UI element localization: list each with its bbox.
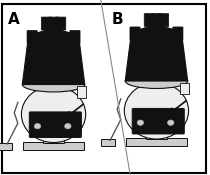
FancyBboxPatch shape bbox=[173, 27, 183, 40]
Polygon shape bbox=[125, 25, 188, 81]
FancyBboxPatch shape bbox=[2, 4, 206, 173]
FancyBboxPatch shape bbox=[159, 13, 169, 26]
FancyBboxPatch shape bbox=[27, 30, 37, 43]
FancyBboxPatch shape bbox=[144, 13, 154, 26]
FancyBboxPatch shape bbox=[77, 86, 86, 98]
Circle shape bbox=[168, 120, 174, 125]
FancyBboxPatch shape bbox=[29, 112, 81, 138]
FancyBboxPatch shape bbox=[130, 27, 140, 40]
Text: B: B bbox=[111, 12, 123, 27]
FancyBboxPatch shape bbox=[132, 108, 184, 134]
Ellipse shape bbox=[22, 77, 85, 92]
Ellipse shape bbox=[124, 82, 189, 139]
Ellipse shape bbox=[125, 74, 188, 88]
FancyBboxPatch shape bbox=[151, 13, 161, 25]
Ellipse shape bbox=[21, 86, 86, 142]
Text: A: A bbox=[8, 12, 20, 27]
Circle shape bbox=[137, 120, 144, 125]
FancyBboxPatch shape bbox=[126, 138, 187, 146]
FancyBboxPatch shape bbox=[49, 17, 59, 29]
FancyBboxPatch shape bbox=[41, 17, 51, 30]
Circle shape bbox=[34, 124, 41, 129]
FancyBboxPatch shape bbox=[23, 142, 84, 150]
FancyBboxPatch shape bbox=[101, 139, 116, 146]
FancyBboxPatch shape bbox=[43, 131, 64, 142]
FancyBboxPatch shape bbox=[56, 17, 66, 30]
FancyBboxPatch shape bbox=[70, 30, 80, 43]
Polygon shape bbox=[22, 28, 85, 85]
FancyBboxPatch shape bbox=[146, 127, 167, 139]
FancyBboxPatch shape bbox=[180, 83, 189, 94]
FancyBboxPatch shape bbox=[0, 142, 12, 150]
Circle shape bbox=[65, 124, 71, 129]
